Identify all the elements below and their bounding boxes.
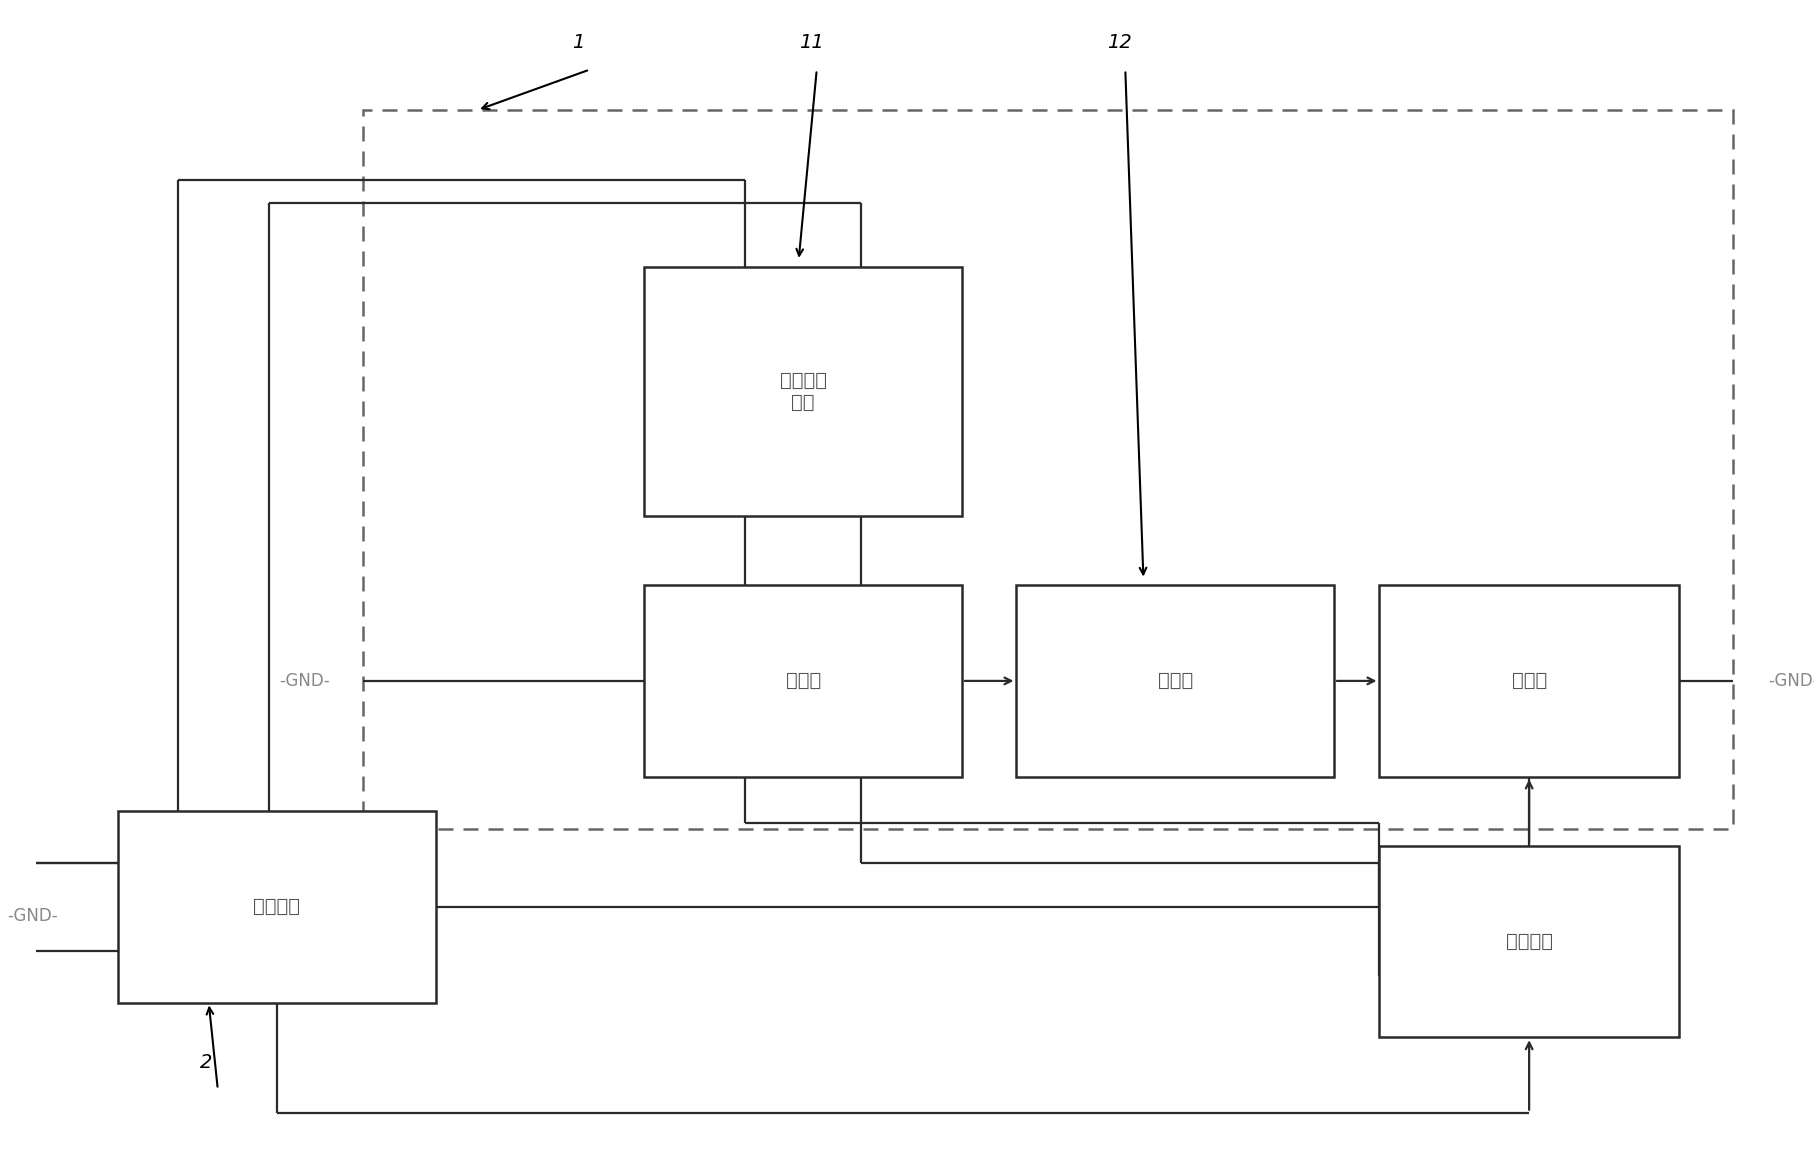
Text: 用电器: 用电器	[1157, 671, 1192, 691]
Bar	[1379, 585, 1678, 777]
Bar	[644, 267, 961, 516]
Bar	[644, 585, 961, 777]
Text: -GND-: -GND-	[1767, 672, 1814, 690]
Bar	[1379, 846, 1678, 1037]
Text: 2: 2	[200, 1054, 212, 1072]
Bar	[363, 110, 1732, 829]
Text: 处理模块: 处理模块	[1506, 932, 1551, 952]
Text: 开关件: 开关件	[1511, 671, 1546, 691]
Text: 交流供电
模块: 交流供电 模块	[780, 371, 825, 411]
Text: 整流桥: 整流桥	[785, 671, 820, 691]
Text: -GND-: -GND-	[279, 672, 330, 690]
Text: 11: 11	[798, 34, 824, 52]
Text: -GND-: -GND-	[7, 907, 58, 925]
Text: 1: 1	[571, 34, 584, 52]
Text: 光耦模块: 光耦模块	[254, 897, 299, 917]
Bar	[1016, 585, 1333, 777]
Text: 12: 12	[1107, 34, 1132, 52]
Bar	[118, 811, 435, 1003]
